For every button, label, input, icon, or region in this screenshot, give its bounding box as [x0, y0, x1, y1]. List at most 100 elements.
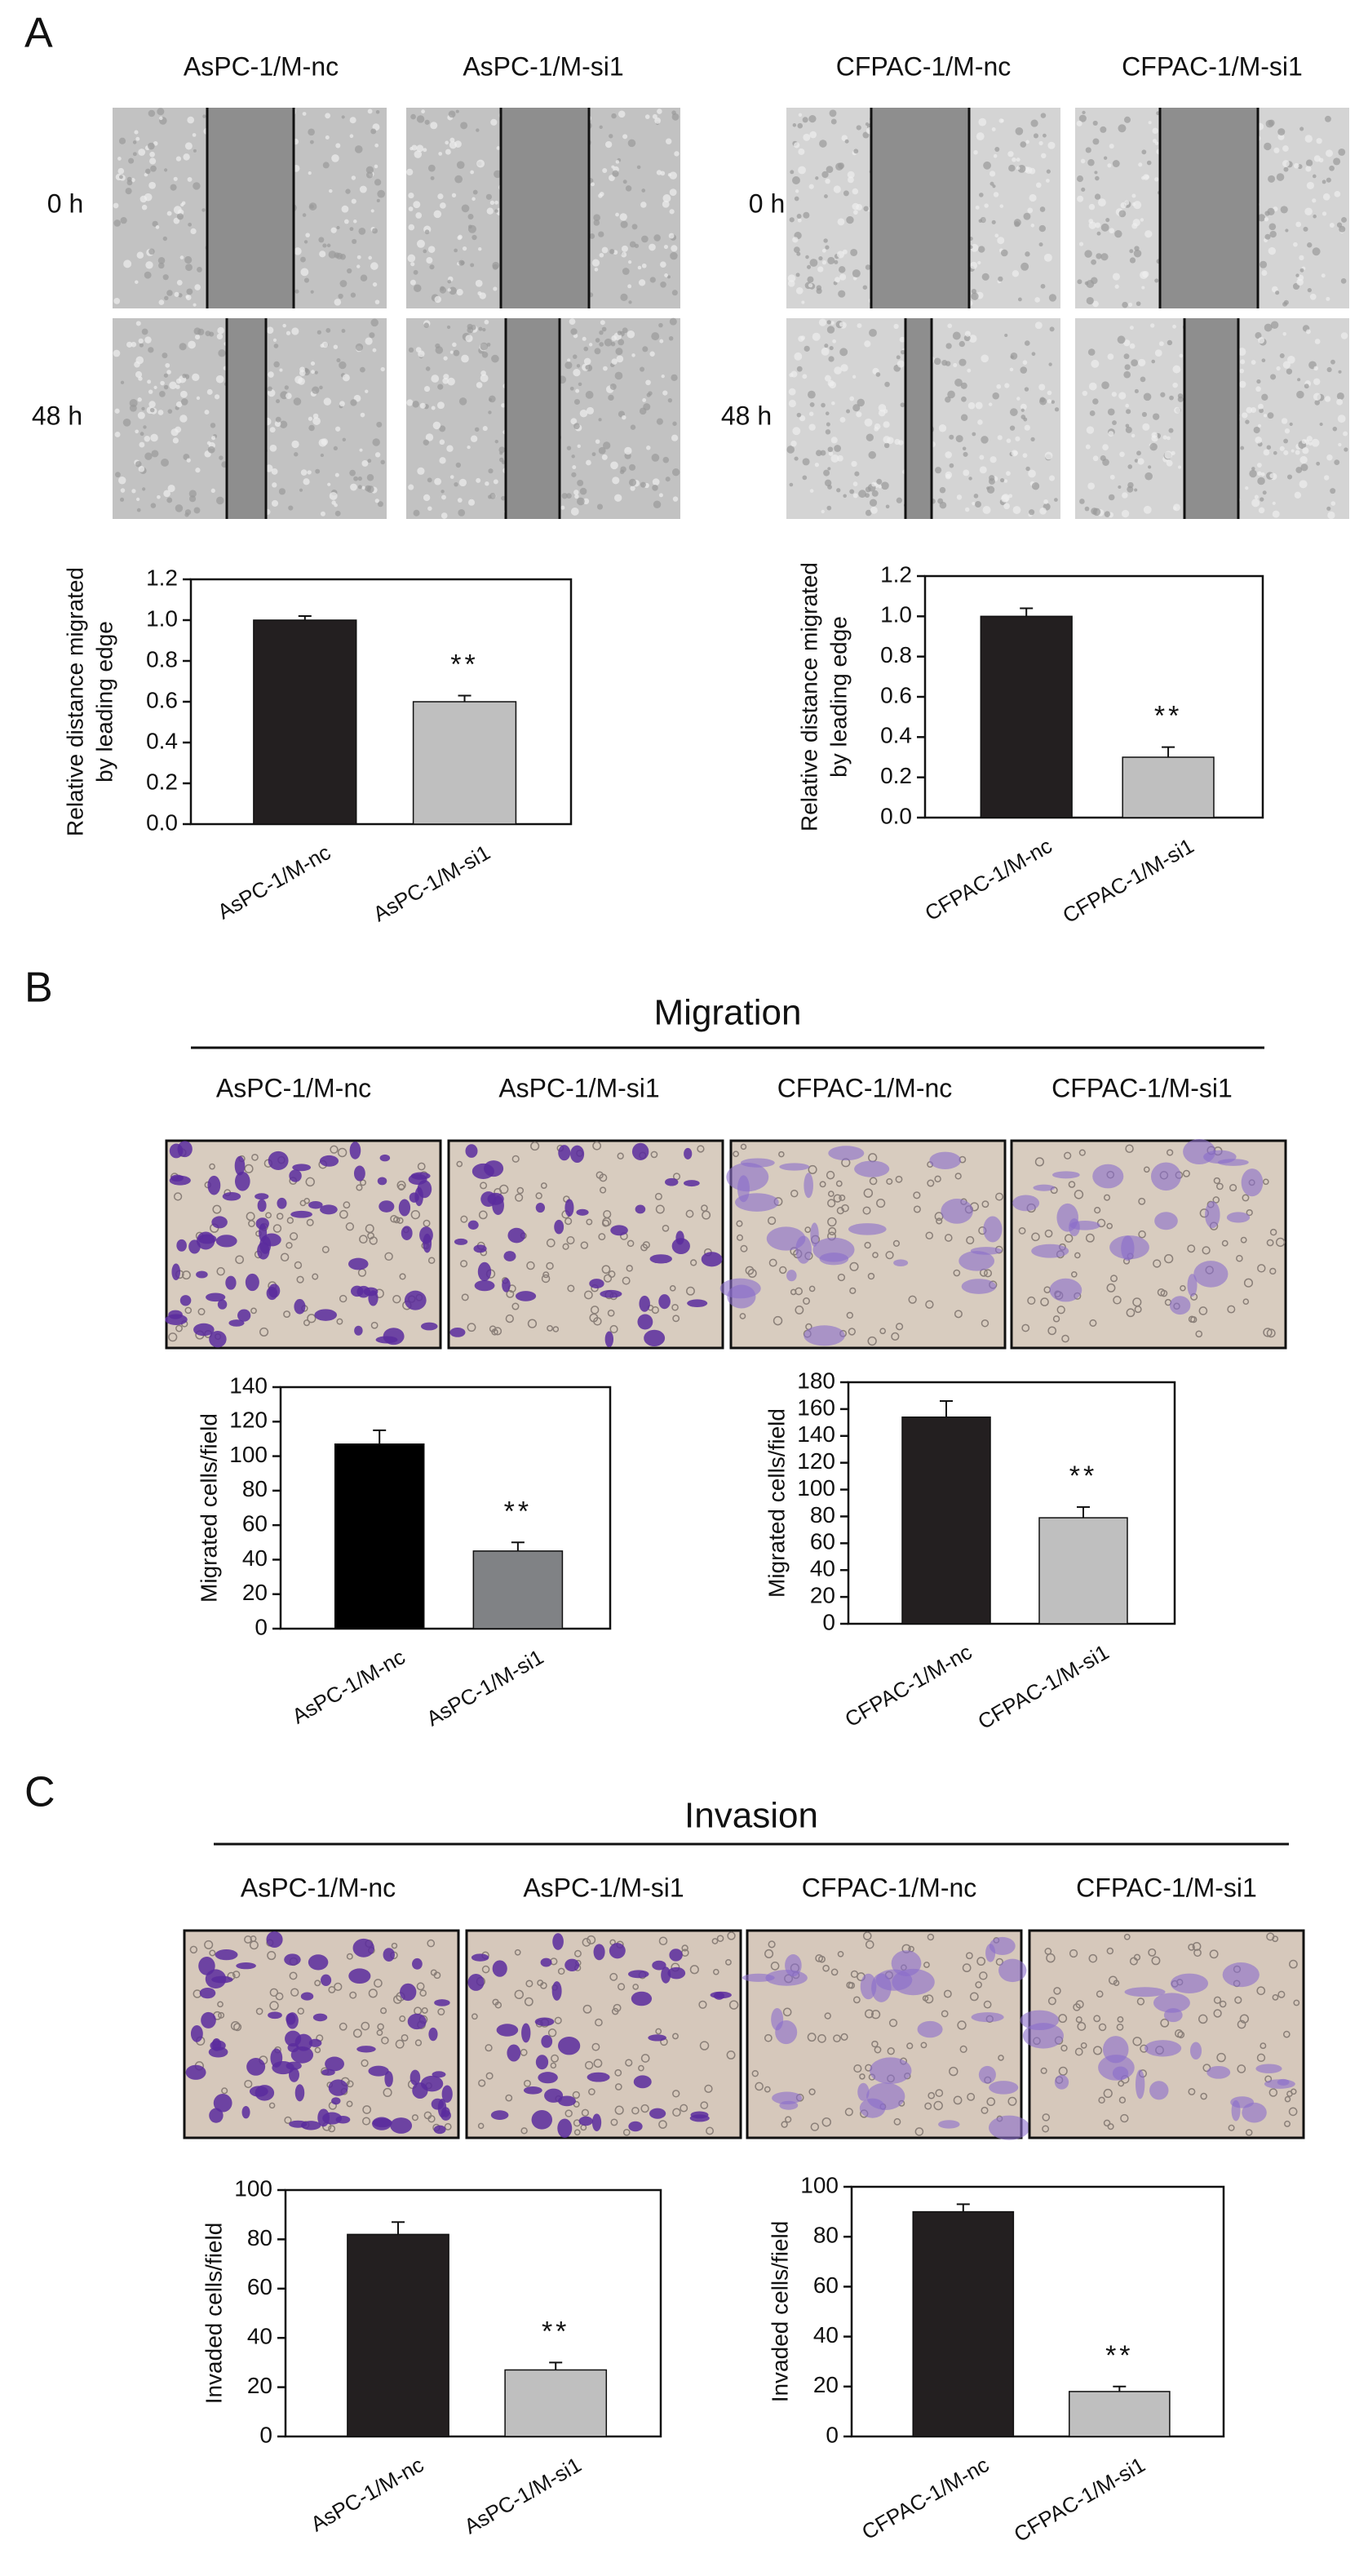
stained-cell — [383, 1948, 395, 1962]
cell-texture — [997, 435, 1003, 441]
pore — [925, 1300, 934, 1309]
pore — [250, 1935, 257, 1942]
cell-texture — [1239, 368, 1245, 374]
stained-cell — [742, 1973, 775, 1982]
pore — [1167, 1149, 1174, 1156]
pore — [460, 1215, 468, 1223]
pore — [685, 1209, 694, 1218]
stained-cell — [576, 1208, 589, 1216]
cell-texture — [1264, 217, 1269, 222]
cell-texture — [1141, 149, 1147, 155]
pore — [1160, 2018, 1170, 2028]
pore — [864, 2009, 874, 2019]
pore — [747, 1268, 757, 1279]
pore — [339, 2022, 348, 2031]
cell-texture — [1080, 158, 1086, 164]
pore — [374, 1979, 383, 1988]
pore — [361, 2117, 371, 2126]
y-tick-label: 40 — [247, 2324, 272, 2349]
cell-texture — [991, 127, 996, 131]
pore — [658, 2120, 667, 2129]
pore — [307, 1314, 317, 1323]
cell-texture — [871, 481, 876, 487]
pore — [924, 2102, 932, 2110]
pore — [704, 2084, 713, 2093]
cell-texture — [1326, 296, 1330, 301]
cell-texture — [1282, 145, 1289, 152]
cell-texture — [126, 176, 132, 182]
cell-texture — [1275, 290, 1280, 295]
pore — [1213, 1996, 1222, 2004]
cell-texture — [190, 228, 197, 235]
cell-texture — [1097, 198, 1106, 207]
cell-texture — [649, 243, 656, 251]
cell-texture — [455, 462, 462, 468]
cell-texture — [129, 404, 137, 412]
pore — [781, 2121, 788, 2128]
pore — [557, 1967, 565, 1975]
pore — [283, 1310, 291, 1319]
cell-texture — [809, 489, 814, 493]
pore — [835, 1180, 843, 1187]
cell-texture — [341, 205, 349, 213]
y-tick-label: 100 — [234, 2175, 272, 2201]
row-label: 0 h — [749, 188, 785, 218]
stained-cell — [544, 2088, 564, 2103]
cell-texture — [671, 434, 679, 441]
stained-cell — [554, 1219, 564, 1235]
cell-texture — [883, 421, 890, 428]
stained-cell — [170, 1174, 184, 1182]
stained-cell — [286, 2013, 296, 2025]
y-tick-label: 80 — [247, 2225, 272, 2250]
cell-texture — [377, 189, 386, 198]
stained-cell — [989, 2115, 1030, 2140]
cell-texture — [141, 328, 148, 335]
pore — [1047, 1326, 1057, 1336]
cell-texture — [1082, 390, 1088, 397]
cell-texture — [566, 446, 572, 450]
pore — [492, 1998, 499, 2006]
cell-texture — [440, 286, 445, 291]
cell-texture — [1344, 447, 1348, 452]
bar — [472, 1550, 564, 1629]
pore — [614, 2083, 622, 2091]
significance-mark: ** — [1154, 701, 1182, 732]
stained-cell — [228, 1319, 245, 1327]
cell-texture — [603, 441, 611, 450]
stained-cell — [564, 1199, 574, 1217]
cell-texture — [376, 198, 380, 203]
pore — [698, 2000, 707, 2009]
pore — [184, 1306, 193, 1315]
cell-texture — [958, 340, 965, 348]
cell-texture — [994, 233, 999, 238]
pore — [871, 2040, 879, 2048]
cell-texture — [458, 478, 467, 487]
pore — [1113, 1980, 1120, 1987]
cell-texture — [174, 291, 179, 297]
y-axis-label: by leading edge — [91, 621, 117, 783]
cell-texture — [1246, 406, 1253, 414]
pore — [736, 1234, 744, 1241]
y-tick-label: 0 — [822, 1609, 835, 1634]
stained-cell — [637, 1314, 653, 1330]
pore — [840, 2033, 848, 2041]
pore — [361, 2021, 370, 2031]
cell-texture — [163, 384, 169, 390]
error-bar — [1113, 2385, 1127, 2392]
pore — [837, 1273, 846, 1282]
cell-texture — [582, 498, 590, 505]
cell-texture — [579, 487, 587, 495]
y-tick-label: 20 — [810, 1583, 835, 1608]
cell-texture — [1088, 203, 1096, 211]
bar — [1122, 756, 1215, 818]
pore — [844, 2108, 853, 2117]
cell-texture — [1306, 329, 1311, 335]
cell-texture — [838, 266, 846, 273]
cell-texture — [447, 288, 451, 292]
cell-texture — [180, 398, 188, 406]
cell-texture — [308, 202, 317, 211]
pore — [764, 1949, 774, 1958]
cell-texture — [1030, 224, 1035, 228]
cell-texture — [166, 497, 173, 503]
cell-texture — [325, 328, 331, 333]
